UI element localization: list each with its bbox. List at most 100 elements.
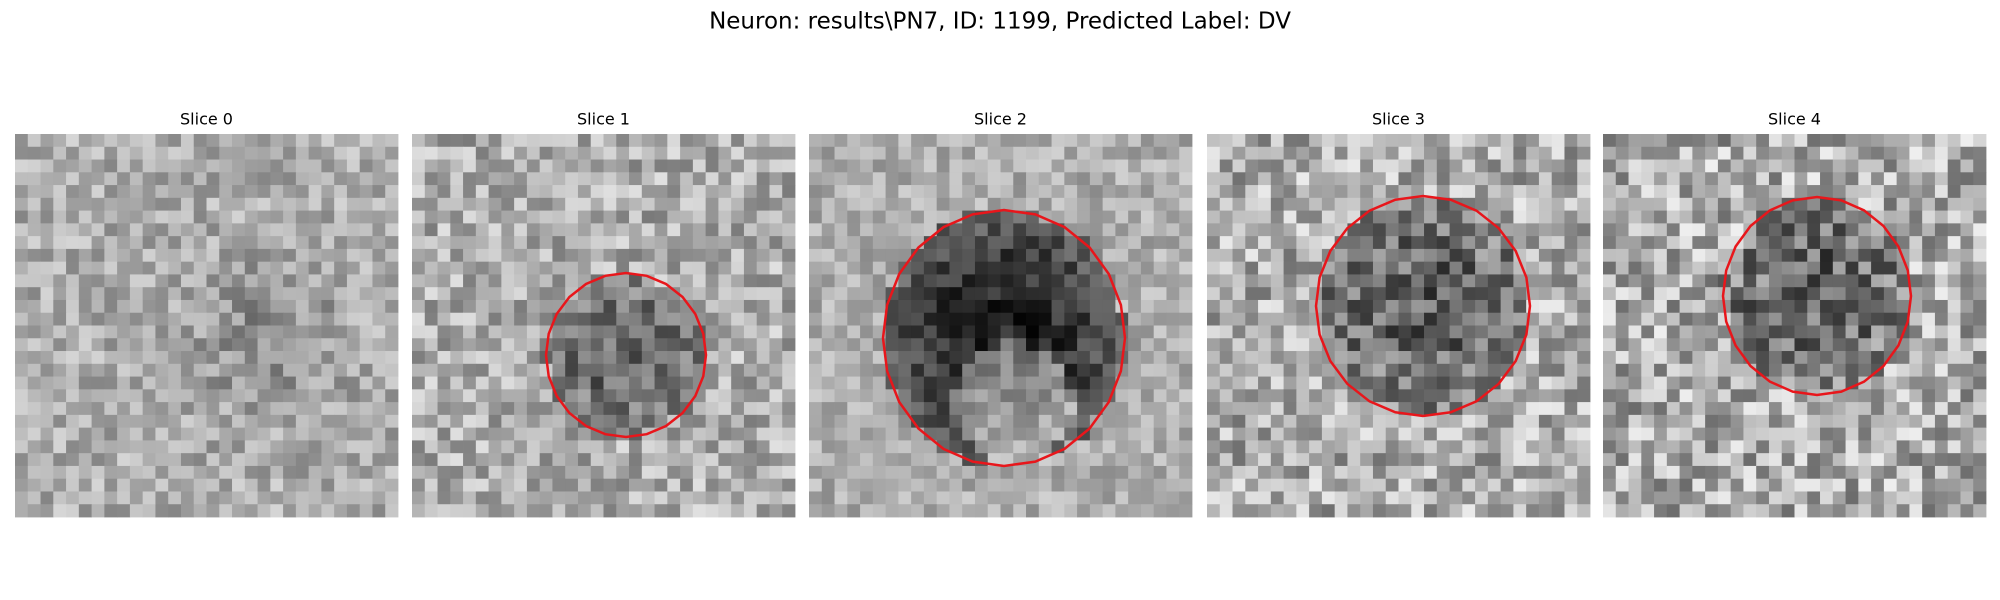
pixel: [27, 402, 41, 416]
pixel: [424, 414, 438, 429]
pixel: [1883, 478, 1898, 492]
pixel: [78, 504, 92, 518]
pixel: [1513, 134, 1527, 148]
pixel: [1153, 351, 1167, 365]
pixel: [129, 491, 144, 505]
pixel: [1089, 338, 1104, 352]
pixel: [885, 197, 899, 211]
pixel: [129, 185, 144, 199]
pixel: [1064, 478, 1078, 492]
pixel: [270, 402, 284, 416]
contour: [881, 208, 1127, 468]
pixel: [616, 299, 630, 314]
pixel: [1577, 363, 1591, 377]
pixel: [1551, 478, 1565, 492]
pixel: [270, 312, 284, 326]
pixel: [552, 197, 566, 211]
pixel: [1309, 351, 1323, 365]
pixel: [936, 299, 950, 314]
pixel: [1807, 236, 1821, 250]
pixel: [1909, 414, 1923, 429]
pixel: [1934, 223, 1949, 237]
pixel: [1475, 287, 1489, 301]
pixel: [1140, 274, 1155, 288]
pixel: [27, 427, 41, 441]
pixel: [257, 261, 271, 275]
pixel: [475, 478, 489, 492]
pixel: [1781, 210, 1795, 224]
pixel: [1500, 427, 1514, 441]
pixel: [1896, 287, 1910, 301]
pixel: [949, 440, 963, 454]
pixel: [385, 465, 399, 480]
pixel: [834, 363, 848, 377]
pixel: [1654, 402, 1668, 416]
pixel: [66, 146, 80, 160]
pixel: [1781, 376, 1795, 390]
pixel: [193, 261, 207, 275]
pixel: [412, 185, 426, 199]
pixel: [142, 491, 156, 505]
pixel: [1064, 146, 1078, 160]
pixel: [1615, 465, 1629, 480]
pixel: [232, 197, 246, 211]
pixel: [1449, 351, 1463, 365]
pixel: [1102, 185, 1116, 199]
pixel: [629, 325, 643, 339]
pixel: [949, 197, 963, 211]
pixel: [1102, 299, 1116, 314]
pixel: [1245, 440, 1259, 454]
pixel: [66, 491, 80, 505]
pixel: [1794, 312, 1808, 326]
pixel: [629, 172, 643, 186]
pixel: [847, 261, 861, 275]
pixel: [501, 185, 515, 199]
pixel: [219, 312, 233, 326]
pixel: [1140, 146, 1155, 160]
pixel: [1207, 274, 1221, 288]
pixel: [308, 312, 322, 326]
pixel: [180, 478, 195, 492]
pixel: [885, 261, 899, 275]
pixel: [1270, 159, 1284, 173]
pixel: [104, 414, 118, 429]
pixel: [756, 465, 770, 480]
pixel: [821, 427, 835, 441]
pixel: [244, 274, 258, 288]
pixel: [193, 453, 207, 467]
pixel: [27, 210, 41, 224]
pixel: [117, 172, 131, 186]
pixel: [1692, 504, 1706, 518]
pixel: [821, 274, 835, 288]
pixel: [1896, 299, 1910, 314]
pixel: [488, 338, 502, 352]
pixel: [295, 210, 310, 224]
pixel: [308, 325, 322, 339]
pixel: [821, 376, 835, 390]
pixel: [1883, 172, 1898, 186]
pixel: [552, 210, 566, 224]
pixel: [475, 351, 489, 365]
pixel: [40, 491, 54, 505]
pixel: [1858, 414, 1872, 429]
pixel: [180, 453, 195, 467]
pixel: [1487, 376, 1502, 390]
pixel: [847, 414, 861, 429]
pixel: [295, 236, 310, 250]
pixel: [974, 338, 989, 352]
pixel: [1717, 427, 1732, 441]
pixel: [769, 389, 783, 403]
pixel: [680, 427, 694, 441]
pixel: [1372, 299, 1387, 314]
pixel: [232, 325, 246, 339]
pixel: [1551, 363, 1565, 377]
pixel: [565, 248, 579, 263]
pixel: [142, 210, 156, 224]
pixel: [180, 312, 195, 326]
pixel: [1258, 351, 1272, 365]
pixel: [308, 197, 322, 211]
pixel: [1845, 299, 1859, 314]
pixel: [1896, 236, 1910, 250]
pixel: [1064, 287, 1078, 301]
pixel: [1398, 504, 1412, 518]
